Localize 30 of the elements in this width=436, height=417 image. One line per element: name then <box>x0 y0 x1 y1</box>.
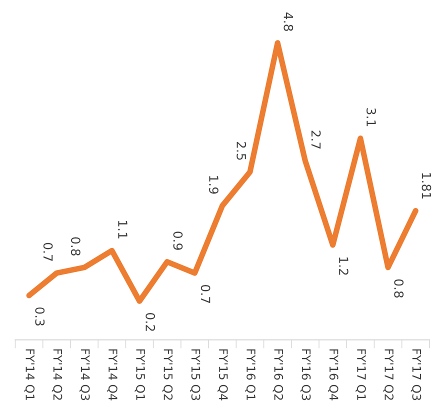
data-label: 1.1 <box>118 220 128 238</box>
x-tick-label: FY'16 Q2 <box>272 349 284 400</box>
x-tick-label: FY'15 Q3 <box>190 349 200 400</box>
data-label: 0.8 <box>70 237 80 256</box>
x-tick-label: FY'16 Q4 <box>328 349 338 400</box>
x-tick-label: FY'17 Q2 <box>383 349 394 400</box>
data-label: 1.81 <box>422 173 432 198</box>
x-tick-label: FY'17 Q1 <box>356 349 366 400</box>
data-label: 1.2 <box>339 257 348 275</box>
data-label: 0.7 <box>200 284 210 303</box>
x-tick-label: FY'14 Q4 <box>107 349 118 400</box>
data-label: 0.7 <box>43 242 53 261</box>
data-label: 0.3 <box>35 307 45 326</box>
x-tick-label: FY'16 Q1 <box>245 349 256 400</box>
data-label: 2.5 <box>236 142 246 160</box>
x-tick-label: FY'15 Q4 <box>218 349 228 400</box>
data-label: 0.2 <box>146 313 156 331</box>
data-label: 4.8 <box>284 12 294 31</box>
x-tick-label: FY'14 Q2 <box>52 349 62 400</box>
data-label: 3.1 <box>366 108 376 126</box>
data-label: 1.9 <box>209 176 218 194</box>
x-tick-label: FY'15 Q1 <box>134 349 146 400</box>
x-tick-label: FY'16 Q3 <box>300 349 311 400</box>
data-label: 0.8 <box>394 279 404 298</box>
x-tick-label: FY'14 Q1 <box>24 349 35 400</box>
data-label: 0.9 <box>173 232 183 250</box>
data-label: 2.7 <box>311 130 321 149</box>
x-tick-label: FY'17 Q3 <box>410 349 422 400</box>
x-tick-label: FY'14 Q3 <box>80 349 90 400</box>
x-tick-label: FY'15 Q2 <box>162 349 173 400</box>
